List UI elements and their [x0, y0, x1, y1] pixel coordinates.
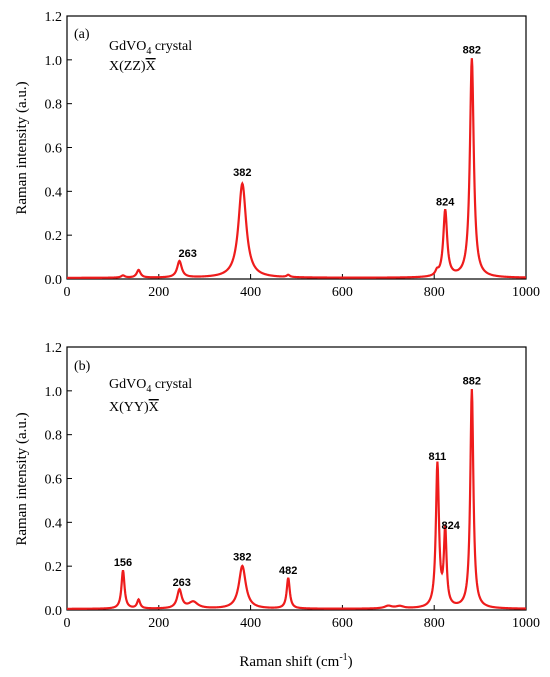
peak-label-a: 824: [436, 197, 455, 209]
x-tick-label: 800: [424, 285, 445, 300]
geometry-label-b: X(YY)X: [109, 400, 159, 415]
spectrum-line-a: [67, 58, 527, 279]
peak-label-b: 382: [233, 552, 251, 564]
x-tick-label: 400: [240, 616, 261, 631]
peak-label-b: 156: [114, 557, 132, 569]
peak-labels-a: 263 382 824 882: [179, 44, 481, 260]
y-tick-label: 0.0: [45, 604, 63, 619]
panel-b: 0 200 400 600 800 1000 0.0 0.2 0.4 0.6 0.8 1.0 1.2 R…: [14, 341, 540, 670]
y-tick-label: 0.6: [45, 473, 63, 488]
x-tick-label: 800: [424, 616, 445, 631]
x-tick-label: 200: [148, 285, 169, 300]
panel-a: 0 200 400 600 800 1000 0.0 0.2 0.4 0.6 0.8 1.0 1.2 R…: [14, 10, 540, 300]
y-tick-label: 0.8: [45, 429, 63, 444]
sample-label-a: GdVO4 crystal: [109, 39, 192, 57]
y-tick-label: 0.8: [45, 98, 63, 113]
y-tick-label: 1.2: [45, 10, 63, 25]
x-tick-label: 1000: [512, 285, 540, 300]
y-tick-label: 0.6: [45, 142, 63, 157]
x-tick-label: 400: [240, 285, 261, 300]
peak-label-a: 882: [463, 44, 481, 56]
y-tick-label: 0.4: [45, 516, 63, 531]
panel-label-a: (a): [74, 27, 90, 42]
x-tick-label: 600: [332, 616, 353, 631]
y-tick-label: 0.2: [45, 229, 63, 244]
peak-label-b: 824: [442, 520, 461, 532]
spectrum-line-b: [67, 388, 526, 610]
peak-label-b: 882: [463, 375, 481, 387]
peak-label-b: 263: [173, 577, 191, 589]
x-tick-label: 0: [64, 285, 71, 300]
x-axis-title: Raman shift (cm-1): [239, 652, 352, 670]
y-axis-title-b: Raman intensity (a.u.): [14, 412, 30, 545]
plot-frame-a: [66, 15, 527, 280]
peak-label-a: 263: [179, 248, 197, 260]
y-tick-label: 1.0: [45, 385, 63, 400]
y-tick-label: 0.4: [45, 185, 63, 200]
peak-label-a: 382: [233, 167, 251, 179]
ticks-b: 0 200 400 600 800 1000 0.0 0.2 0.4 0.6 0.8 1.0 1.2: [45, 341, 541, 631]
ticks-a: 0 200 400 600 800 1000 0.0 0.2 0.4 0.6 0.8 1.0 1.2: [45, 10, 541, 300]
y-tick-label: 0.0: [45, 273, 63, 288]
peak-label-b: 482: [279, 565, 297, 577]
peak-label-b: 811: [429, 451, 447, 463]
y-tick-label: 1.2: [45, 341, 63, 356]
geometry-label-a: X(ZZ)X: [109, 59, 156, 74]
peak-labels-b: 156 263 382 482 811 824 882: [114, 375, 481, 589]
x-tick-label: 0: [64, 616, 71, 631]
x-tick-label: 600: [332, 285, 353, 300]
y-tick-label: 1.0: [45, 54, 63, 69]
y-axis-title-a: Raman intensity (a.u.): [14, 81, 30, 214]
y-tick-label: 0.2: [45, 560, 63, 575]
x-tick-label: 1000: [512, 616, 540, 631]
sample-label-b: GdVO4 crystal: [109, 377, 192, 395]
x-tick-label: 200: [148, 616, 169, 631]
panel-label-b: (b): [74, 359, 91, 374]
